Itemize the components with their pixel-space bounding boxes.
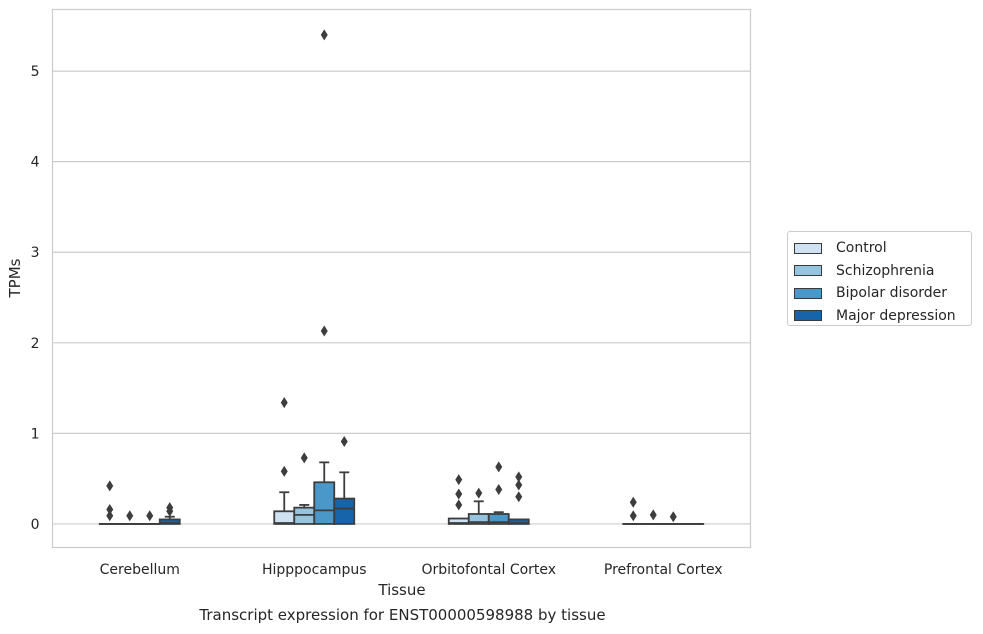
outlier-point xyxy=(146,510,154,522)
box-schizophrenia xyxy=(118,510,141,525)
outlier-point xyxy=(515,471,523,483)
x-tick-label: Hipppocampus xyxy=(262,562,367,578)
box-iqr xyxy=(293,506,316,525)
legend: Control Schizophrenia Bipolar disorder Majo… xyxy=(787,231,972,326)
outlier-point xyxy=(280,397,288,409)
box-bipolar-disorder xyxy=(487,461,510,525)
box-schizophrenia xyxy=(642,509,665,525)
box-bipolar-disorder xyxy=(313,29,336,525)
box-iqr xyxy=(313,481,336,525)
outlier-point xyxy=(475,487,483,499)
x-tick-label: Prefrontal Cortex xyxy=(604,562,723,578)
box-control xyxy=(622,496,645,525)
box-bipolar-disorder xyxy=(662,511,685,525)
outlier-point xyxy=(166,505,174,517)
plot-area-frame xyxy=(51,8,752,549)
outlier-point xyxy=(495,461,503,473)
outlier-point xyxy=(455,474,463,486)
box-major-depression xyxy=(333,436,356,525)
legend-label: Control xyxy=(836,240,887,257)
y-axis-label: TPMs xyxy=(6,258,24,298)
outlier-point xyxy=(106,510,114,522)
box-major-depression xyxy=(158,502,181,525)
y-tick-label: 2 xyxy=(31,336,40,352)
x-tick-label: Orbitofontal Cortex xyxy=(421,562,556,578)
outlier-point xyxy=(455,499,463,511)
y-tick-label: 0 xyxy=(31,517,40,533)
outlier-point xyxy=(300,452,308,464)
outlier-point xyxy=(340,436,348,448)
box-control xyxy=(98,480,121,525)
outlier-point xyxy=(495,484,503,496)
outlier-point xyxy=(455,488,463,500)
outlier-point xyxy=(649,509,657,521)
legend-label: Schizophrenia xyxy=(836,262,935,279)
axis-ticks: 0 1 2 3 4 5 Cerebellum Hipppocampus Orbitofontal… xyxy=(31,64,723,578)
box-iqr xyxy=(158,518,181,525)
legend-item: Bipolar disorder xyxy=(794,282,971,305)
legend-item: Schizophrenia xyxy=(794,260,971,283)
y-tick-label: 1 xyxy=(31,426,40,442)
box-control xyxy=(273,397,296,525)
outlier-point xyxy=(629,510,637,522)
box-iqr xyxy=(273,510,296,525)
legend-item: Control xyxy=(794,237,971,260)
box-iqr xyxy=(333,497,356,525)
legend-item: Major depression xyxy=(794,305,971,328)
x-tick-label: Cerebellum xyxy=(100,562,180,578)
outlier-point xyxy=(280,465,288,477)
y-tick-label: 4 xyxy=(31,155,40,171)
boxes xyxy=(98,29,705,525)
legend-swatch xyxy=(794,310,822,322)
outlier-point xyxy=(106,480,114,492)
box-schizophrenia xyxy=(467,487,490,525)
outlier-point xyxy=(669,511,677,523)
outlier-point xyxy=(106,503,114,515)
box-iqr xyxy=(507,518,530,525)
outlier-point xyxy=(629,496,637,508)
legend-swatch xyxy=(794,265,822,277)
y-tick-label: 5 xyxy=(31,64,40,80)
legend-swatch xyxy=(794,242,822,254)
y-tick-label: 3 xyxy=(31,245,40,261)
box-bipolar-disorder xyxy=(138,510,161,525)
outlier-point xyxy=(320,325,328,337)
outlier-point xyxy=(320,29,328,41)
box-major-depression xyxy=(507,471,530,525)
outlier-point xyxy=(515,479,523,491)
legend-label: Bipolar disorder xyxy=(836,285,948,302)
outlier-point xyxy=(515,491,523,503)
figure-caption: Transcript expression for ENST0000059898… xyxy=(199,606,606,624)
outlier-point xyxy=(126,510,134,522)
box-control xyxy=(447,474,470,525)
box-schizophrenia xyxy=(293,452,316,525)
x-axis-label: Tissue xyxy=(377,581,425,599)
legend-swatch xyxy=(794,287,822,299)
gridlines xyxy=(52,70,751,525)
legend-label: Major depression xyxy=(836,307,956,324)
